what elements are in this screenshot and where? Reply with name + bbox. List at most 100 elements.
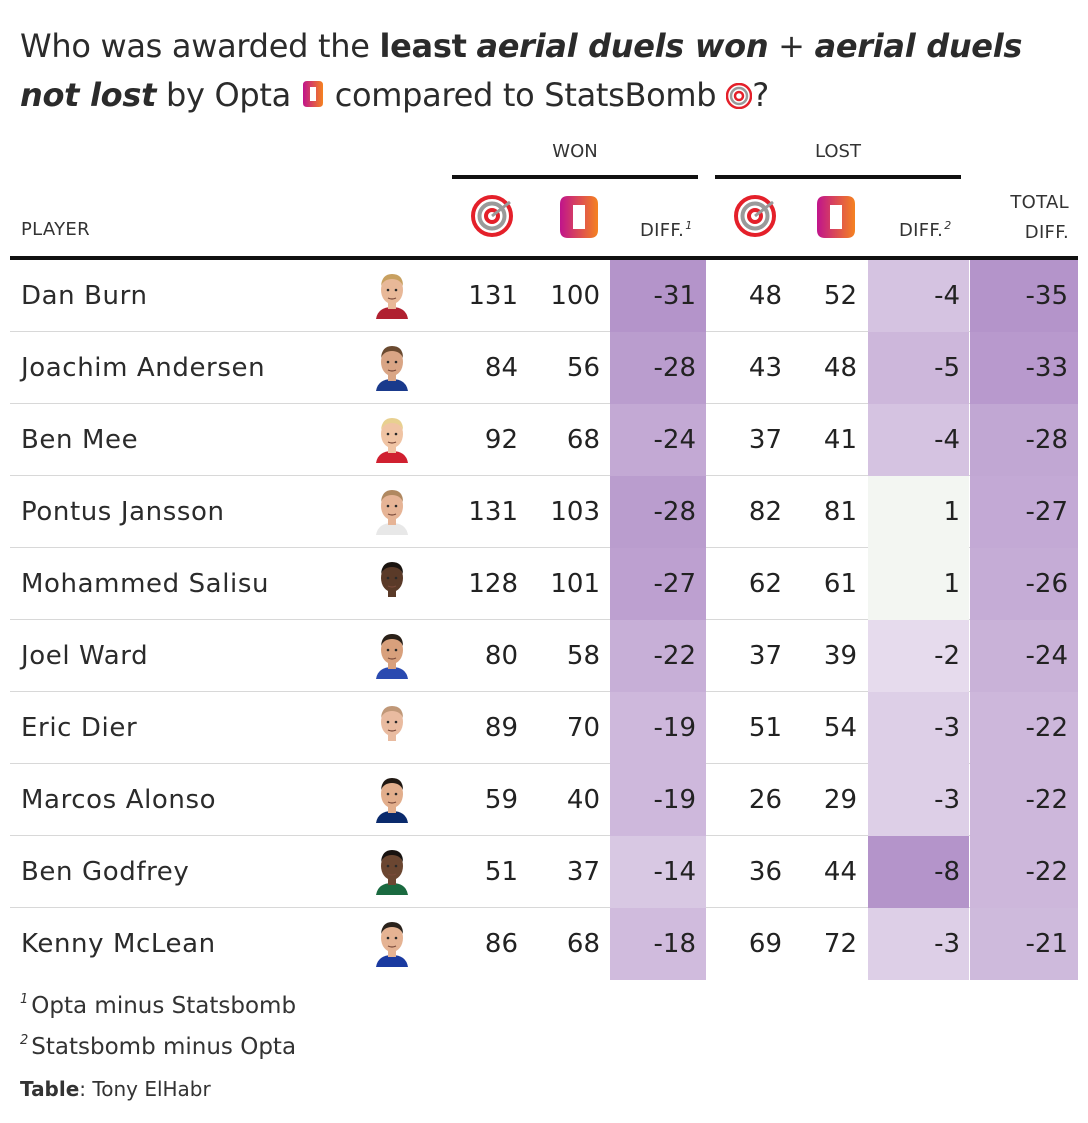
title-emphasis: aerial duels won: [476, 27, 769, 65]
table-row: Eric Dier 89 70 -19 51 54 -3 -22: [10, 692, 1078, 764]
cell-lost-opta: 39: [823, 641, 857, 671]
diff-shading: [868, 332, 969, 404]
player-headshot-icon: [376, 922, 408, 967]
cell-won-opta: 101: [550, 569, 600, 599]
group-rule-won: [452, 175, 698, 179]
table-row: Marcos Alonso 59 40 -19 26 29 -3 -22: [10, 764, 1078, 836]
diff-shading: [868, 260, 969, 332]
table-row: Dan Burn 131 100 -31 48 52 -4 -35: [10, 260, 1078, 332]
diff-shading: [610, 620, 706, 692]
cell-lost-opta: 44: [823, 857, 857, 887]
cell-won-sb: 86: [484, 929, 518, 959]
cell-lost-opta: 81: [823, 497, 857, 527]
player-name: Mohammed Salisu: [21, 569, 270, 599]
footnote-text: Opta minus Statsbomb: [31, 993, 297, 1019]
player-name: Joel Ward: [21, 641, 149, 671]
cell-won-diff: -22: [653, 641, 696, 671]
player-headshot-icon: [376, 850, 408, 895]
cell-won-sb: 131: [468, 497, 518, 527]
chart-title: Who was awarded the least aerial duels w…: [20, 22, 1080, 120]
player-name: Marcos Alonso: [21, 785, 217, 815]
cell-won-opta: 103: [550, 497, 600, 527]
diff-shading: [970, 836, 1078, 908]
player-headshot-icon: [376, 274, 408, 319]
cell-lost-opta: 54: [823, 713, 857, 743]
cell-won-sb: 89: [484, 713, 518, 743]
cell-won-opta: 40: [566, 785, 600, 815]
column-header-lost-diff: DIFF.2: [899, 219, 952, 241]
cell-lost-opta: 29: [823, 785, 857, 815]
cell-lost-sb: 62: [748, 569, 782, 599]
title-text: ?: [752, 76, 769, 114]
cell-total-diff: -28: [1025, 425, 1068, 455]
title-text: by Opta: [156, 76, 301, 114]
cell-lost-diff: -4: [934, 281, 960, 311]
title-text: Who was awarded the: [20, 27, 380, 65]
diff-shading: [610, 476, 706, 548]
diff-shading: [610, 404, 706, 476]
diff-shading: [970, 476, 1078, 548]
footnote-mark: 2: [20, 1033, 29, 1048]
column-header-total-diff: TOTAL DIFF.: [980, 188, 1069, 248]
statsbomb-logo-icon: [470, 194, 514, 242]
credit-text: : Tony ElHabr: [79, 1077, 211, 1101]
cell-won-opta: 70: [566, 713, 600, 743]
footnote-1: 1 Opta minus Statsbomb: [20, 992, 296, 1019]
player-headshot-icon: [376, 778, 408, 823]
cell-won-sb: 80: [484, 641, 518, 671]
cell-won-diff: -19: [653, 713, 696, 743]
data-table: Dan Burn 131 100 -31 48 52 -4 -35 Joachim Anders…: [10, 260, 1078, 980]
diff-shading: [868, 620, 969, 692]
credit: Table: Tony ElHabr: [20, 1077, 211, 1101]
cell-lost-opta: 61: [823, 569, 857, 599]
group-label-won: WON: [552, 141, 598, 162]
table-row: Ben Mee 92 68 -24 37 41 -4 -28: [10, 404, 1078, 476]
cell-lost-sb: 82: [748, 497, 782, 527]
cell-won-sb: 51: [484, 857, 518, 887]
opta-logo-icon: [558, 194, 600, 244]
diff-shading: [868, 476, 969, 548]
cell-lost-diff: -3: [934, 929, 960, 959]
cell-won-opta: 68: [566, 929, 600, 959]
player-name: Ben Mee: [21, 425, 139, 455]
cell-won-opta: 37: [566, 857, 600, 887]
diff-shading: [970, 332, 1078, 404]
cell-lost-diff: 1: [943, 569, 960, 599]
player-name: Ben Godfrey: [21, 857, 190, 887]
diff-shading: [970, 692, 1078, 764]
footnote-2: 2 Statsbomb minus Opta: [20, 1033, 296, 1060]
cell-lost-sb: 37: [748, 425, 782, 455]
player-headshot-icon: [376, 706, 408, 751]
diff-shading: [868, 404, 969, 476]
opta-logo-icon: [815, 194, 857, 244]
diff-label: DIFF.: [640, 220, 685, 241]
cell-lost-sb: 51: [748, 713, 782, 743]
diff-shading: [610, 692, 706, 764]
title-emphasis: least: [379, 27, 467, 65]
diff-shading: [610, 332, 706, 404]
title-text: compared to StatsBomb: [324, 76, 727, 114]
player-name: Joachim Andersen: [21, 353, 266, 383]
cell-lost-diff: 1: [943, 497, 960, 527]
group-rule-lost: [715, 175, 961, 179]
diff-shading: [970, 548, 1078, 620]
cell-lost-diff: -4: [934, 425, 960, 455]
header-rule: [10, 256, 1078, 260]
footnote-mark: 2: [944, 219, 952, 232]
cell-won-opta: 56: [566, 353, 600, 383]
diff-shading: [610, 260, 706, 332]
group-label-lost: LOST: [815, 141, 861, 162]
diff-shading: [970, 764, 1078, 836]
diff-shading: [610, 836, 706, 908]
diff-shading: [610, 908, 706, 980]
column-header-player: PLAYER: [21, 219, 90, 240]
cell-won-diff: -28: [653, 353, 696, 383]
cell-lost-diff: -3: [934, 785, 960, 815]
diff-shading: [868, 548, 969, 620]
cell-won-sb: 131: [468, 281, 518, 311]
cell-lost-sb: 26: [748, 785, 782, 815]
statsbomb-logo-icon: [725, 82, 753, 110]
cell-lost-opta: 41: [823, 425, 857, 455]
cell-lost-sb: 43: [748, 353, 782, 383]
cell-total-diff: -24: [1025, 641, 1068, 671]
